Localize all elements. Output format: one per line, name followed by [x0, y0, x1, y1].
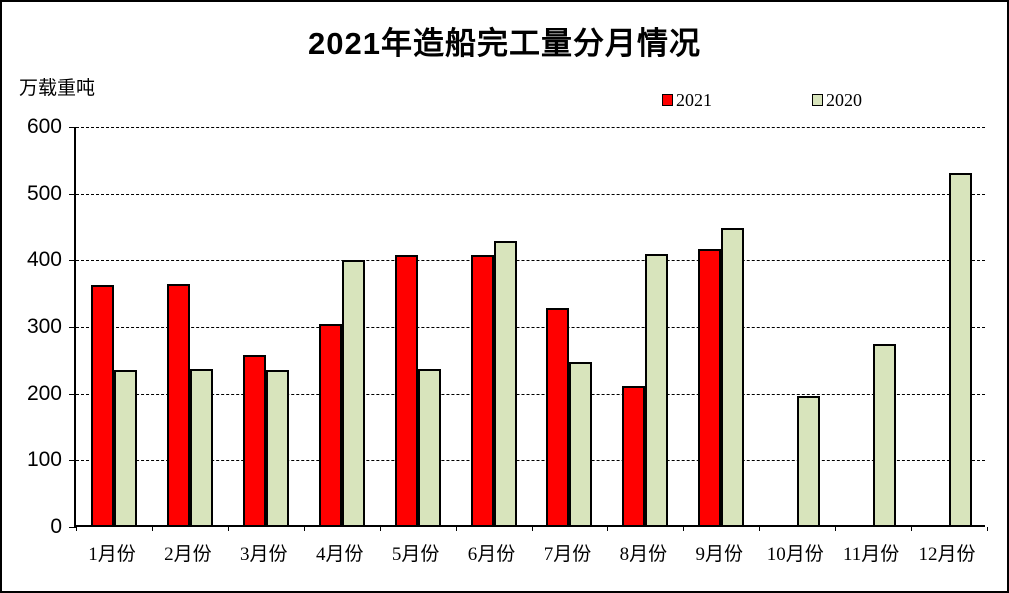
bar-2020-11月份	[873, 343, 897, 525]
y-axis-unit-label: 万载重吨	[19, 78, 96, 99]
bar-2021-6月份	[470, 255, 494, 525]
y-tick-600	[69, 127, 76, 128]
x-tick-2	[227, 527, 229, 531]
bar-2020-12月份	[949, 173, 973, 525]
x-tick-6	[531, 527, 533, 531]
y-tick-0	[69, 527, 76, 528]
legend-item-2020: 2020	[812, 90, 862, 110]
y-axis-label-0: 0	[50, 515, 62, 538]
bar-2020-9月份	[721, 227, 745, 525]
x-axis-label-9月份: 9月份	[695, 544, 744, 565]
x-tick-4	[379, 527, 381, 531]
bar-2021-2月份	[166, 283, 190, 525]
y-axis-label-600: 600	[26, 115, 62, 138]
bar-2021-9月份	[698, 249, 722, 525]
gridline-400	[76, 260, 985, 262]
x-axis-label-10月份: 10月份	[766, 544, 824, 565]
x-tick-11	[911, 527, 913, 531]
gridline-100	[76, 460, 985, 462]
x-tick-7	[607, 527, 609, 531]
x-axis-label-6月份: 6月份	[467, 544, 516, 565]
gridline-500	[76, 193, 985, 195]
y-tick-300	[69, 327, 76, 328]
x-axis-label-11月份: 11月份	[842, 544, 900, 565]
y-tick-500	[69, 193, 76, 195]
x-tick-5	[455, 527, 457, 531]
x-axis-label-4月份: 4月份	[315, 544, 364, 565]
x-axis-label-5月份: 5月份	[391, 544, 440, 565]
bar-2020-1月份	[113, 369, 137, 525]
bar-2020-6月份	[493, 241, 517, 525]
bar-2020-10月份	[797, 396, 821, 525]
gridline-600	[76, 127, 985, 128]
bar-2021-3月份	[242, 355, 266, 525]
bar-2020-4月份	[341, 259, 365, 525]
x-axis-label-3月份: 3月份	[240, 544, 288, 565]
y-tick-200	[69, 393, 76, 395]
gridline-300	[76, 327, 985, 328]
y-axis-label-300: 300	[26, 315, 62, 338]
legend: 2021 2020	[2, 90, 1007, 110]
bar-2021-8月份	[622, 386, 646, 525]
x-axis-label-2月份: 2月份	[164, 544, 212, 565]
x-tick-1	[151, 527, 153, 531]
x-tick-9	[759, 527, 761, 531]
legend-swatch-2020	[812, 94, 823, 106]
bar-2021-1月份	[90, 285, 114, 525]
legend-item-2021: 2021	[662, 90, 712, 110]
bar-2020-8月份	[645, 254, 669, 525]
bar-2021-7月份	[546, 308, 570, 525]
x-tick-10	[835, 527, 837, 531]
y-axis-label-500: 500	[26, 181, 62, 205]
x-tick-8	[683, 527, 685, 531]
chart-title: 2021年造船完工量分月情况	[308, 26, 701, 61]
x-axis-label-12月份: 12月份	[918, 544, 976, 565]
bar-2021-5月份	[394, 255, 418, 525]
legend-label: 2021	[676, 89, 712, 110]
bar-2020-5月份	[417, 369, 441, 525]
y-axis-label-200: 200	[26, 381, 62, 405]
bar-2020-2月份	[189, 369, 213, 525]
y-axis-label-400: 400	[26, 248, 62, 272]
x-tick-3	[303, 527, 305, 531]
y-axis-label-100: 100	[26, 448, 62, 472]
bar-2020-7月份	[569, 361, 593, 525]
bar-2021-4月份	[318, 323, 342, 525]
legend-swatch-2021	[662, 94, 673, 106]
bar-2020-3月份	[265, 370, 289, 525]
x-axis-label-7月份: 7月份	[543, 544, 592, 565]
x-tick-12	[987, 527, 988, 531]
x-axis-label-8月份: 8月份	[619, 544, 668, 565]
gridline-200	[76, 393, 985, 395]
y-tick-100	[69, 460, 76, 462]
legend-label: 2020	[826, 89, 862, 110]
plot-area	[69, 127, 988, 531]
x-tick-0	[76, 527, 77, 531]
x-axis-label-1月份: 1月份	[88, 544, 136, 565]
y-tick-400	[69, 260, 76, 262]
